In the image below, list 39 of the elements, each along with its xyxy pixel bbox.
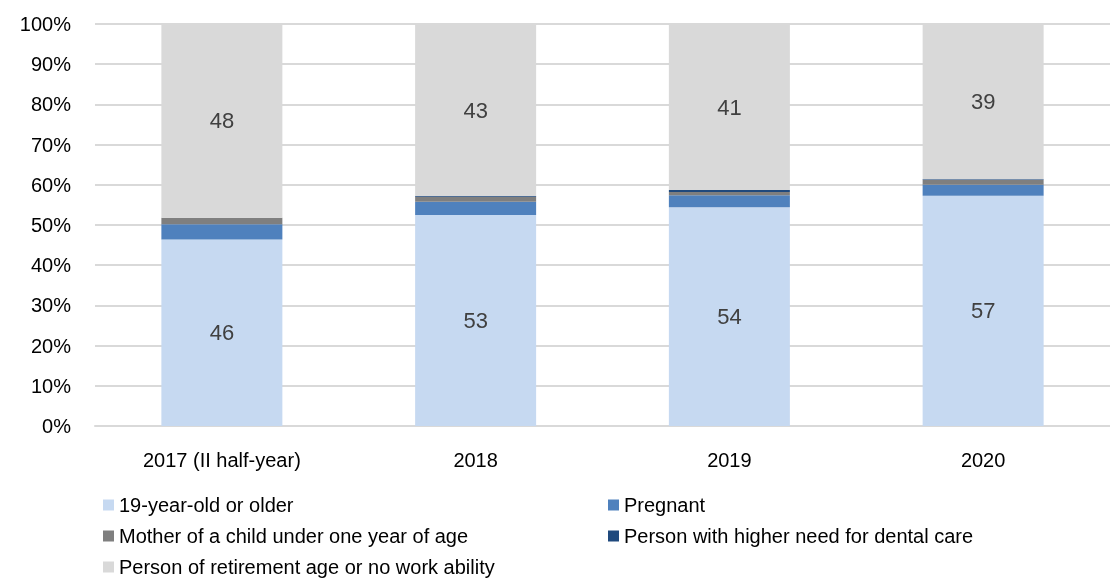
- bar: [415, 201, 537, 215]
- bar: [668, 195, 790, 208]
- y-tick-label: 90%: [30, 53, 72, 76]
- bar: [161, 217, 283, 225]
- y-tick-label: 60%: [30, 173, 72, 196]
- y-tick-label: 40%: [30, 254, 72, 277]
- data-label: 57: [970, 298, 996, 324]
- legend-label: Pregnant: [624, 494, 706, 516]
- y-tick-label: 70%: [30, 133, 72, 156]
- y-tick-label: 20%: [30, 334, 72, 357]
- x-tick-label: 2018: [453, 449, 498, 471]
- legend-label: Person with higher need for dental care: [624, 525, 974, 547]
- y-tick-label: 30%: [30, 294, 72, 317]
- data-label: 54: [717, 304, 742, 330]
- data-label: 48: [209, 108, 235, 134]
- y-tick-label: 50%: [30, 214, 72, 236]
- data-label: 41: [717, 94, 742, 120]
- y-tick-label: 100%: [19, 13, 72, 35]
- data-label: 39: [970, 89, 996, 115]
- bar: [415, 214, 537, 426]
- x-tick-label: 2017 (II half-year): [142, 449, 301, 471]
- x-tick-label: 2020: [960, 449, 1006, 471]
- y-tick-label: 80%: [30, 93, 72, 116]
- bar: [922, 195, 1044, 426]
- y-tick-label: 0%: [42, 415, 72, 437]
- legend-label: Person of retirement age or no work ability: [119, 556, 495, 578]
- data-label: 53: [463, 307, 488, 333]
- bar: [161, 239, 283, 426]
- legend-label: Mother of a child under one year of age: [119, 525, 469, 547]
- bar: [668, 207, 790, 426]
- bar: [161, 224, 283, 240]
- y-tick-label: 10%: [30, 374, 72, 397]
- data-label: 43: [463, 97, 488, 123]
- x-tick-label: 2019: [707, 449, 752, 471]
- bar: [415, 196, 537, 202]
- bar: [922, 184, 1044, 196]
- data-label: 46: [209, 320, 235, 346]
- legend-label: 19-year-old or older: [119, 494, 294, 516]
- bar: [922, 179, 1044, 185]
